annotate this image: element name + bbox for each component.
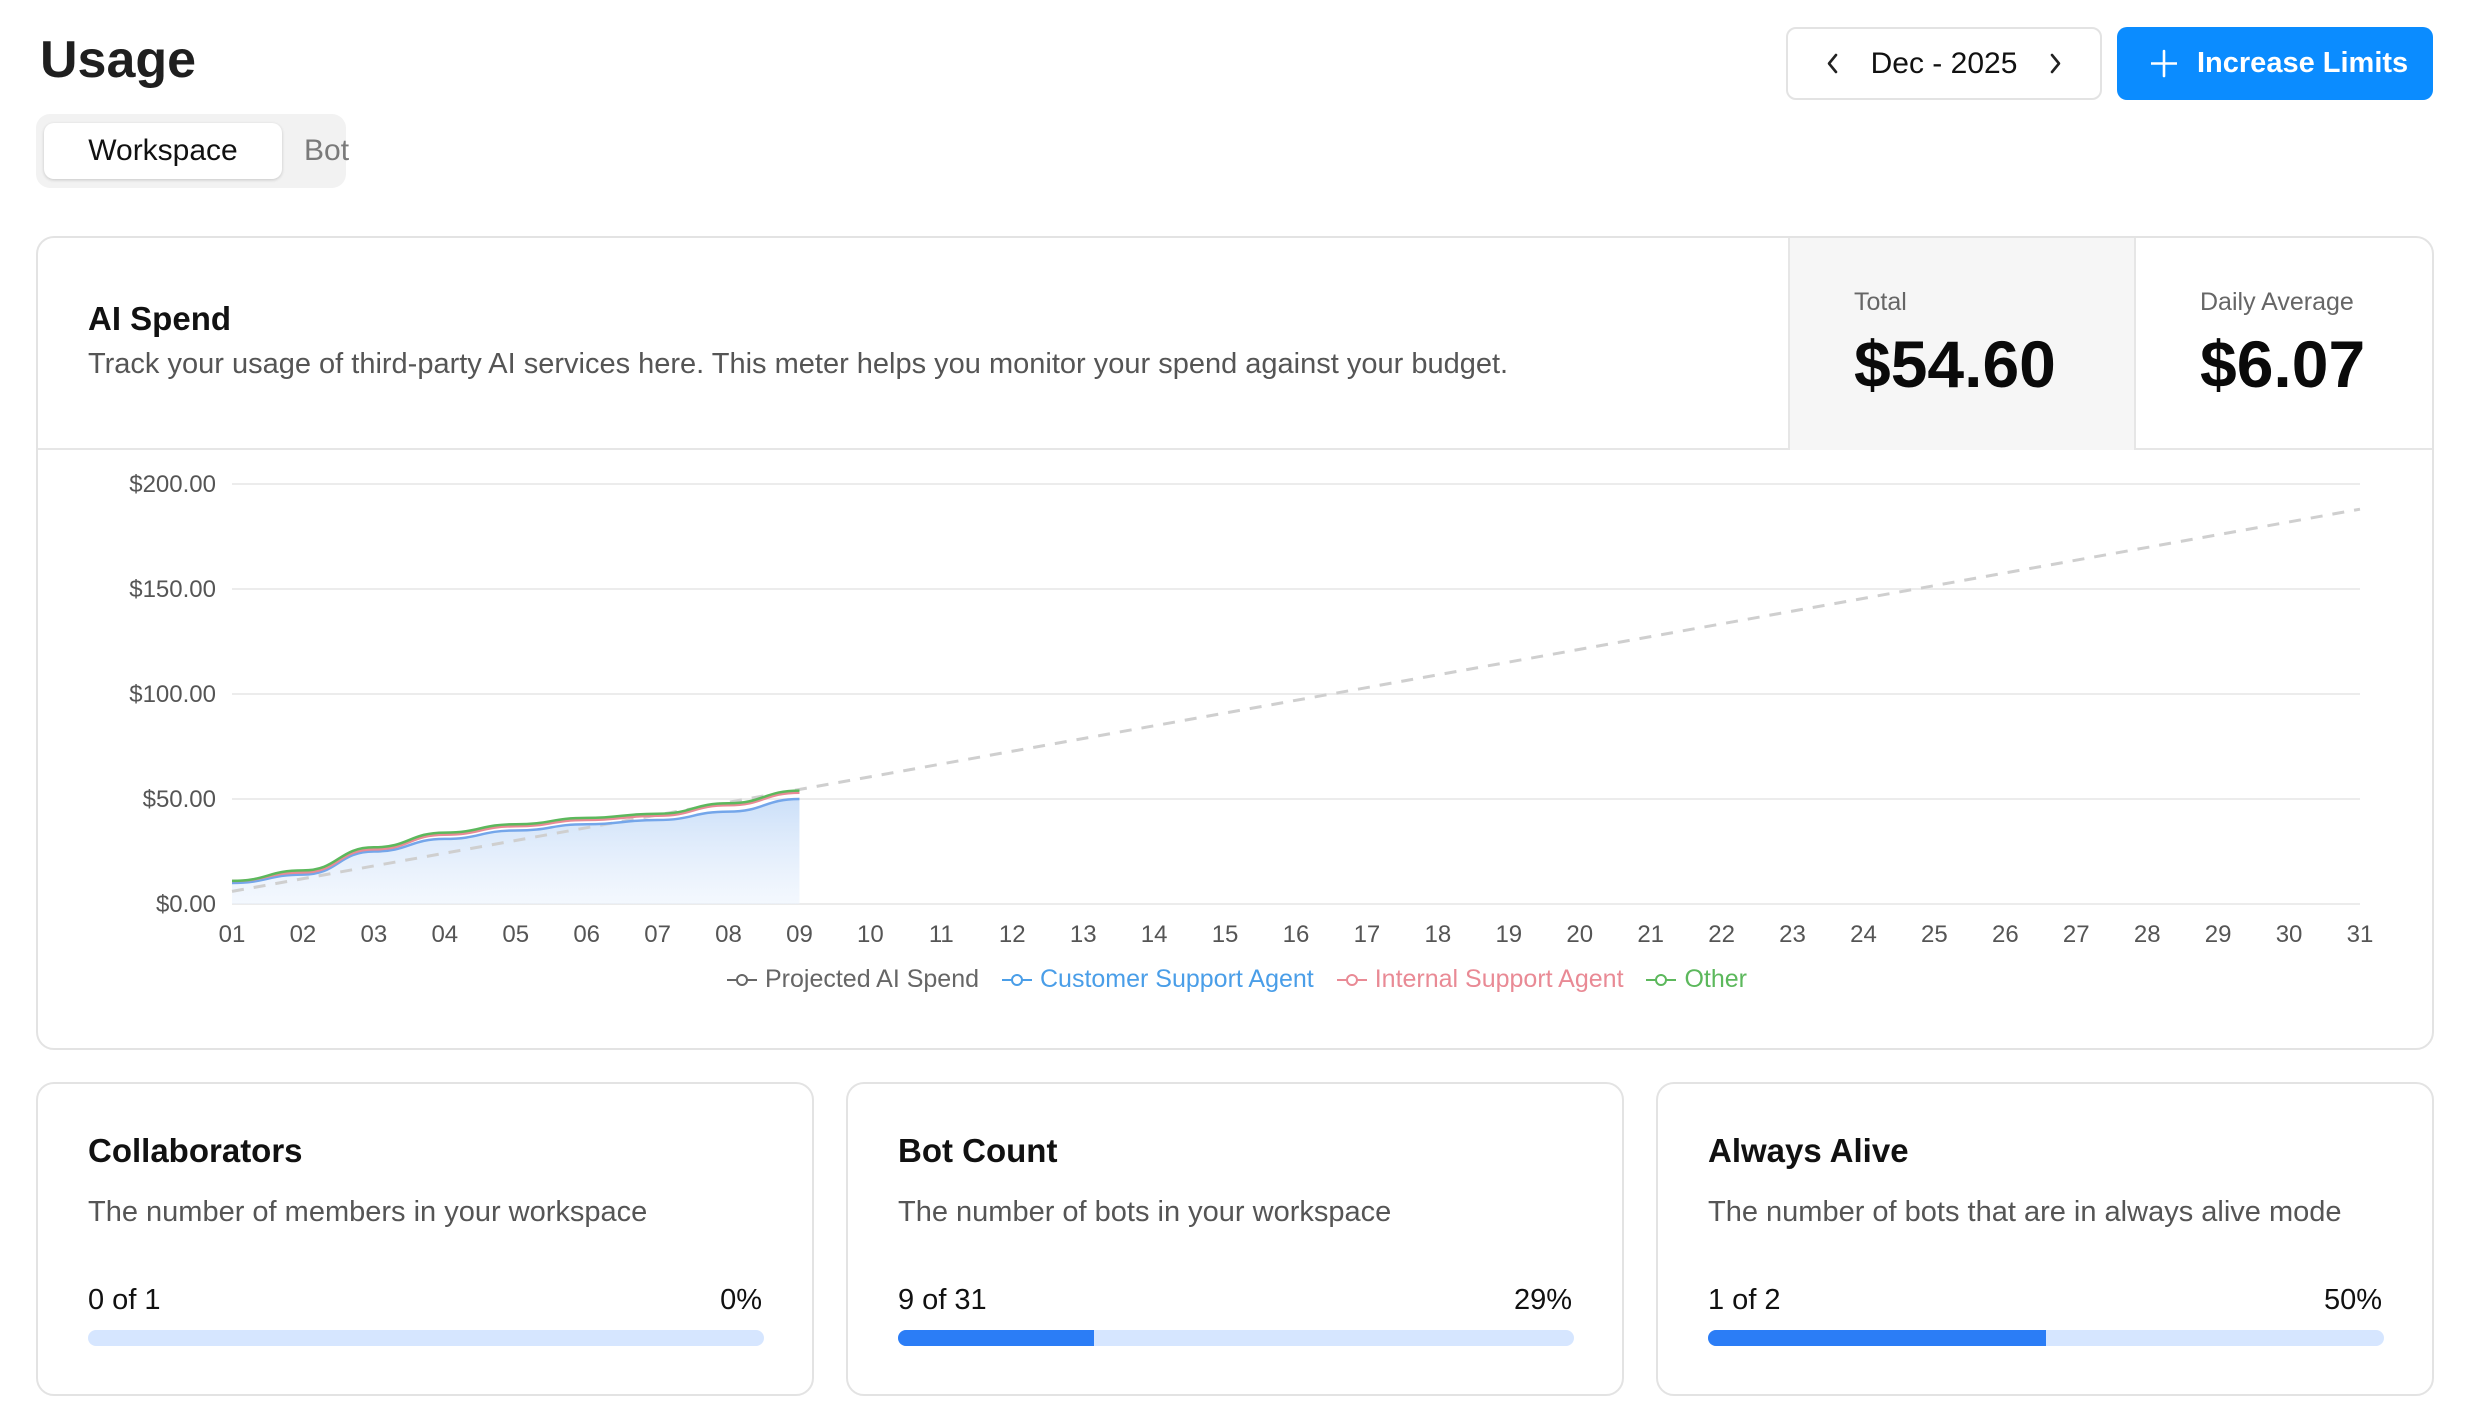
ai-spend-title: AI Spend <box>88 300 232 337</box>
y-tick-label: $0.00 <box>156 891 216 918</box>
daily-average-label: Daily Average <box>2200 288 2354 316</box>
x-tick-label: 01 <box>219 921 246 948</box>
collaborators-title: Collaborators <box>88 1132 303 1169</box>
x-tick-label: 26 <box>1992 921 2019 948</box>
x-tick-label: 30 <box>2276 921 2303 948</box>
x-tick-label: 09 <box>786 921 813 948</box>
bot-count-count: 9 of 31 <box>898 1284 987 1316</box>
other-line <box>231 789 800 883</box>
y-tick-label: $50.00 <box>143 786 216 813</box>
x-tick-label: 24 <box>1850 921 1877 948</box>
line-marker-icon <box>726 973 757 987</box>
daily-average-value: $6.07 <box>2200 327 2366 401</box>
always-alive-percent: 50% <box>2323 1284 2382 1316</box>
ai-spend-header: AI Spend Track your usage of third-party… <box>38 238 2432 450</box>
x-tick-label: 15 <box>1212 921 1239 948</box>
increase-limits-button[interactable]: Increase Limits <box>2117 27 2433 100</box>
collaborators-percent: 0% <box>720 1284 762 1316</box>
x-tick-label: 23 <box>1779 921 1806 948</box>
x-tick-label: 05 <box>502 921 529 948</box>
x-tick-label: 27 <box>2063 921 2090 948</box>
tab-switcher: Workspace Bot <box>36 114 349 188</box>
always-alive-title: Always Alive <box>1708 1132 1909 1169</box>
bot-count-description: The number of bots in your workspace <box>898 1196 1392 1228</box>
chart-legend: Projected AI Spend Customer Support Agen… <box>38 964 2432 994</box>
projected-ai-spend-line <box>231 507 2361 893</box>
x-tick-label: 19 <box>1495 921 1522 948</box>
progress-fill <box>1708 1330 2046 1346</box>
y-tick-label: $100.00 <box>129 681 216 708</box>
chevron-right-icon[interactable] <box>2030 29 2080 98</box>
x-tick-label: 08 <box>715 921 742 948</box>
bot-count-card: Bot Count The number of bots in your wor… <box>846 1082 1624 1396</box>
collaborators-count: 0 of 1 <box>88 1284 161 1316</box>
progress-fill <box>898 1330 1095 1346</box>
x-tick-label: 11 <box>929 921 954 948</box>
x-tick-label: 13 <box>1070 921 1097 948</box>
internal-support-agent-line <box>231 791 800 883</box>
legend-label: Internal Support Agent <box>1374 964 1624 993</box>
always-alive-count: 1 of 2 <box>1708 1284 1781 1316</box>
x-tick-label: 21 <box>1637 921 1664 948</box>
legend-customer-support-agent[interactable]: Customer Support Agent <box>1001 964 1314 994</box>
legend-other[interactable]: Other <box>1646 965 1747 994</box>
line-marker-icon <box>1646 973 1677 987</box>
chevron-left-icon[interactable] <box>1808 29 1858 98</box>
line-marker-icon <box>1001 973 1032 987</box>
x-tick-label: 02 <box>290 921 317 948</box>
daily-average-stat: Daily Average $6.07 <box>2134 238 2432 450</box>
increase-limits-label: Increase Limits <box>2197 47 2409 79</box>
y-tick-label: $150.00 <box>129 576 216 603</box>
plus-icon <box>2150 27 2178 124</box>
tab-workspace[interactable]: Workspace <box>44 123 282 179</box>
always-alive-description: The number of bots that are in always al… <box>1708 1196 2342 1228</box>
month-label: Dec - 2025 <box>1870 47 2018 80</box>
bot-count-title: Bot Count <box>898 1132 1058 1169</box>
x-tick-label: 12 <box>999 921 1026 948</box>
legend-label: Projected AI Spend <box>764 964 980 993</box>
collaborators-progress-bar <box>88 1330 764 1346</box>
x-tick-label: 10 <box>857 921 884 948</box>
collaborators-description: The number of members in your workspace <box>88 1196 648 1228</box>
bot-count-percent: 29% <box>1513 1284 1572 1316</box>
tab-bot[interactable]: Bot <box>304 134 350 167</box>
always-alive-card: Always Alive The number of bots that are… <box>1656 1082 2434 1396</box>
page-title: Usage <box>40 31 197 89</box>
x-tick-label: 06 <box>573 921 600 948</box>
customer-support-agent-line <box>231 797 800 885</box>
ai-spend-description: Track your usage of third-party AI servi… <box>88 348 1509 380</box>
legend-projected-ai-spend[interactable]: Projected AI Spend <box>726 964 980 994</box>
line-marker-icon <box>1336 973 1367 987</box>
x-tick-label: 04 <box>431 921 458 948</box>
legend-label: Other <box>1684 964 1747 993</box>
x-tick-label: 17 <box>1354 921 1381 948</box>
bot-count-progress-bar <box>898 1330 1574 1346</box>
x-tick-label: 16 <box>1283 921 1310 948</box>
customer-support-agent-area <box>232 799 800 904</box>
x-tick-label: 29 <box>2205 921 2232 948</box>
always-alive-progress-bar <box>1708 1330 2384 1346</box>
month-picker: Dec - 2025 <box>1786 27 2102 100</box>
x-tick-label: 28 <box>2134 921 2161 948</box>
y-tick-label: $200.00 <box>129 471 216 498</box>
x-tick-label: 14 <box>1141 921 1168 948</box>
total-stat: Total $54.60 <box>1788 238 2134 450</box>
total-label: Total <box>1854 288 1907 316</box>
x-tick-label: 18 <box>1425 921 1452 948</box>
x-tick-label: 31 <box>2347 921 2374 948</box>
legend-label: Customer Support Agent <box>1039 964 1314 993</box>
x-tick-label: 07 <box>644 921 671 948</box>
x-tick-label: 25 <box>1921 921 1948 948</box>
x-tick-label: 22 <box>1708 921 1735 948</box>
ai-spend-card: AI Spend Track your usage of third-party… <box>36 236 2434 1050</box>
x-tick-label: 20 <box>1566 921 1593 948</box>
collaborators-card: Collaborators The number of members in y… <box>36 1082 814 1396</box>
x-tick-label: 03 <box>361 921 388 948</box>
ai-spend-chart: $0.00 $50.00 $100.00 $150.00 $200.00 01 02 03 04… <box>129 471 2374 948</box>
legend-internal-support-agent[interactable]: Internal Support Agent <box>1336 964 1624 994</box>
total-value: $54.60 <box>1854 327 2056 401</box>
